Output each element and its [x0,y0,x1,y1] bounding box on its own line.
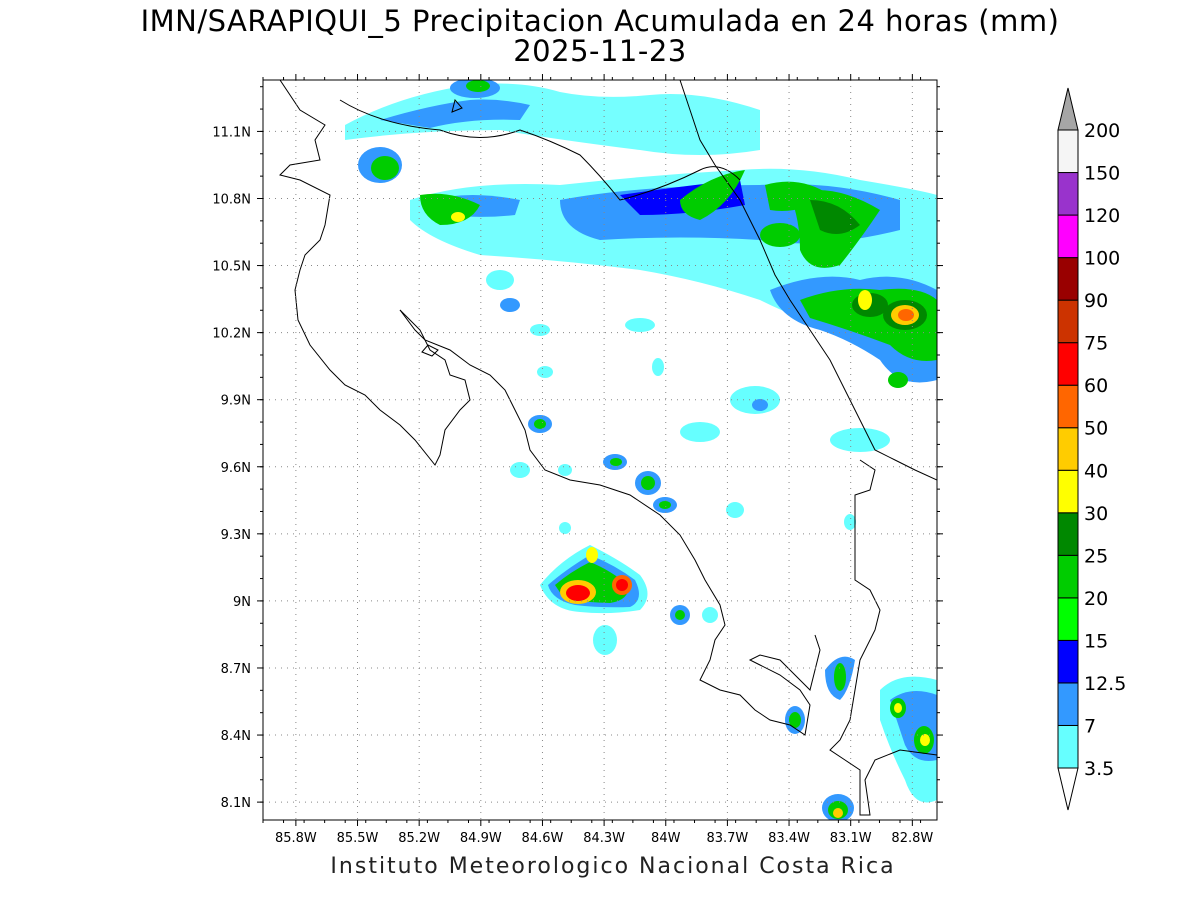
precip-band-central [358,147,937,388]
colorbar-min-arrow [1057,767,1079,811]
island-outline [421,344,439,357]
colorbar-label: 40 [1084,460,1108,482]
longitude-axis: 85.8W 85.5W 85.2W 84.9W 84.6W 84.3W 84W 83.7W 83… [262,74,933,846]
colorbar-label: 200 [1084,120,1120,142]
precip-cells-southeast [785,656,937,820]
colorbar-segment [1057,469,1079,514]
caribbean-coast [679,80,937,481]
colorbar-label: 50 [1084,418,1108,440]
colorbar-label: 15 [1084,630,1108,652]
colorbar-segment [1057,129,1079,174]
colorbar-label: 90 [1084,290,1108,312]
colorbar-label: 3.5 [1084,758,1114,780]
north-inlet [451,98,463,113]
colorbar-max-arrow [1057,87,1079,131]
lon-tick-label: 82.8W [891,831,933,846]
colorbar-label: 12.5 [1084,673,1126,695]
lat-tick-label: 9.9N [221,394,251,409]
map-frame [262,79,938,821]
colorbar-label: 100 [1084,248,1120,270]
colorbar-segment [1057,554,1079,599]
map-date: 2025-11-23 [513,34,687,68]
lat-tick-label: 9.6N [221,461,251,476]
lat-tick-label: 10.8N [212,192,251,207]
precip-cluster-south [540,545,718,655]
map-title: IMN/SARAPIQUI_5 Precipitacion Acumulada … [140,4,1060,38]
precip-band-north [345,80,760,155]
lon-tick-label: 85.5W [337,831,379,846]
colorbar-segment [1057,384,1079,429]
lat-tick-label: 9.3N [221,528,251,543]
precipitation-field [345,80,937,820]
colorbar-segment [1057,172,1079,216]
colorbar-label: 30 [1084,503,1108,525]
lon-tick-label: 85.2W [398,831,440,846]
colorbar-label: 60 [1084,375,1108,397]
lat-tick-label: 9N [233,595,251,610]
precipitation-colorbar: 3.5 7 12.5 15 20 25 30 40 50 60 75 90 100 120 150 200 [1057,87,1126,811]
lat-tick-label: 11.1N [212,125,251,140]
colorbar-segment [1057,682,1079,726]
colorbar-label: 7 [1084,715,1096,737]
colorbar-segment [1057,342,1079,386]
colorbar-segment [1057,257,1079,301]
colorbar-segment [1057,512,1079,556]
pacific-coast-north [279,80,471,466]
colorbar-label: 20 [1084,588,1108,610]
panama-border [829,459,937,816]
colorbar-segment [1057,597,1079,641]
colorbar-segment [1057,724,1079,769]
lon-tick-label: 83.7W [706,831,748,846]
nicoya-gulf-coast [399,309,821,736]
colorbar-segment [1057,427,1079,471]
lon-tick-label: 84.3W [583,831,625,846]
lon-tick-label: 84.6W [522,831,564,846]
lat-tick-label: 8.1N [221,796,251,811]
nicaragua-border [339,99,741,201]
colorbar-segment [1057,299,1079,344]
lat-tick-label: 10.2N [212,327,251,342]
map-grid [263,80,937,820]
latitude-axis: 11.1N 10.8N 10.5N 10.2N 9.9N 9.6N 9.3N 9N 8.7N 8.… [212,86,943,811]
lon-tick-label: 83.4W [768,831,810,846]
lat-tick-label: 8.4N [221,729,251,744]
lon-tick-label: 84W [651,831,681,846]
lon-tick-label: 83.1W [830,831,872,846]
lon-tick-label: 84.9W [460,831,502,846]
institution-credit: Instituto Meteorologico Nacional Costa R… [330,854,896,879]
lat-tick-label: 8.7N [221,662,251,677]
lon-tick-label: 85.8W [275,831,317,846]
colorbar-segment [1057,214,1079,259]
colorbar-segment [1057,639,1079,684]
colorbar-label: 75 [1084,333,1108,355]
colorbar-label: 150 [1084,163,1120,185]
lat-tick-label: 10.5N [212,260,251,275]
colorbar-label: 25 [1084,545,1108,567]
colorbar-label: 120 [1084,205,1120,227]
coastline-borders [279,80,937,816]
